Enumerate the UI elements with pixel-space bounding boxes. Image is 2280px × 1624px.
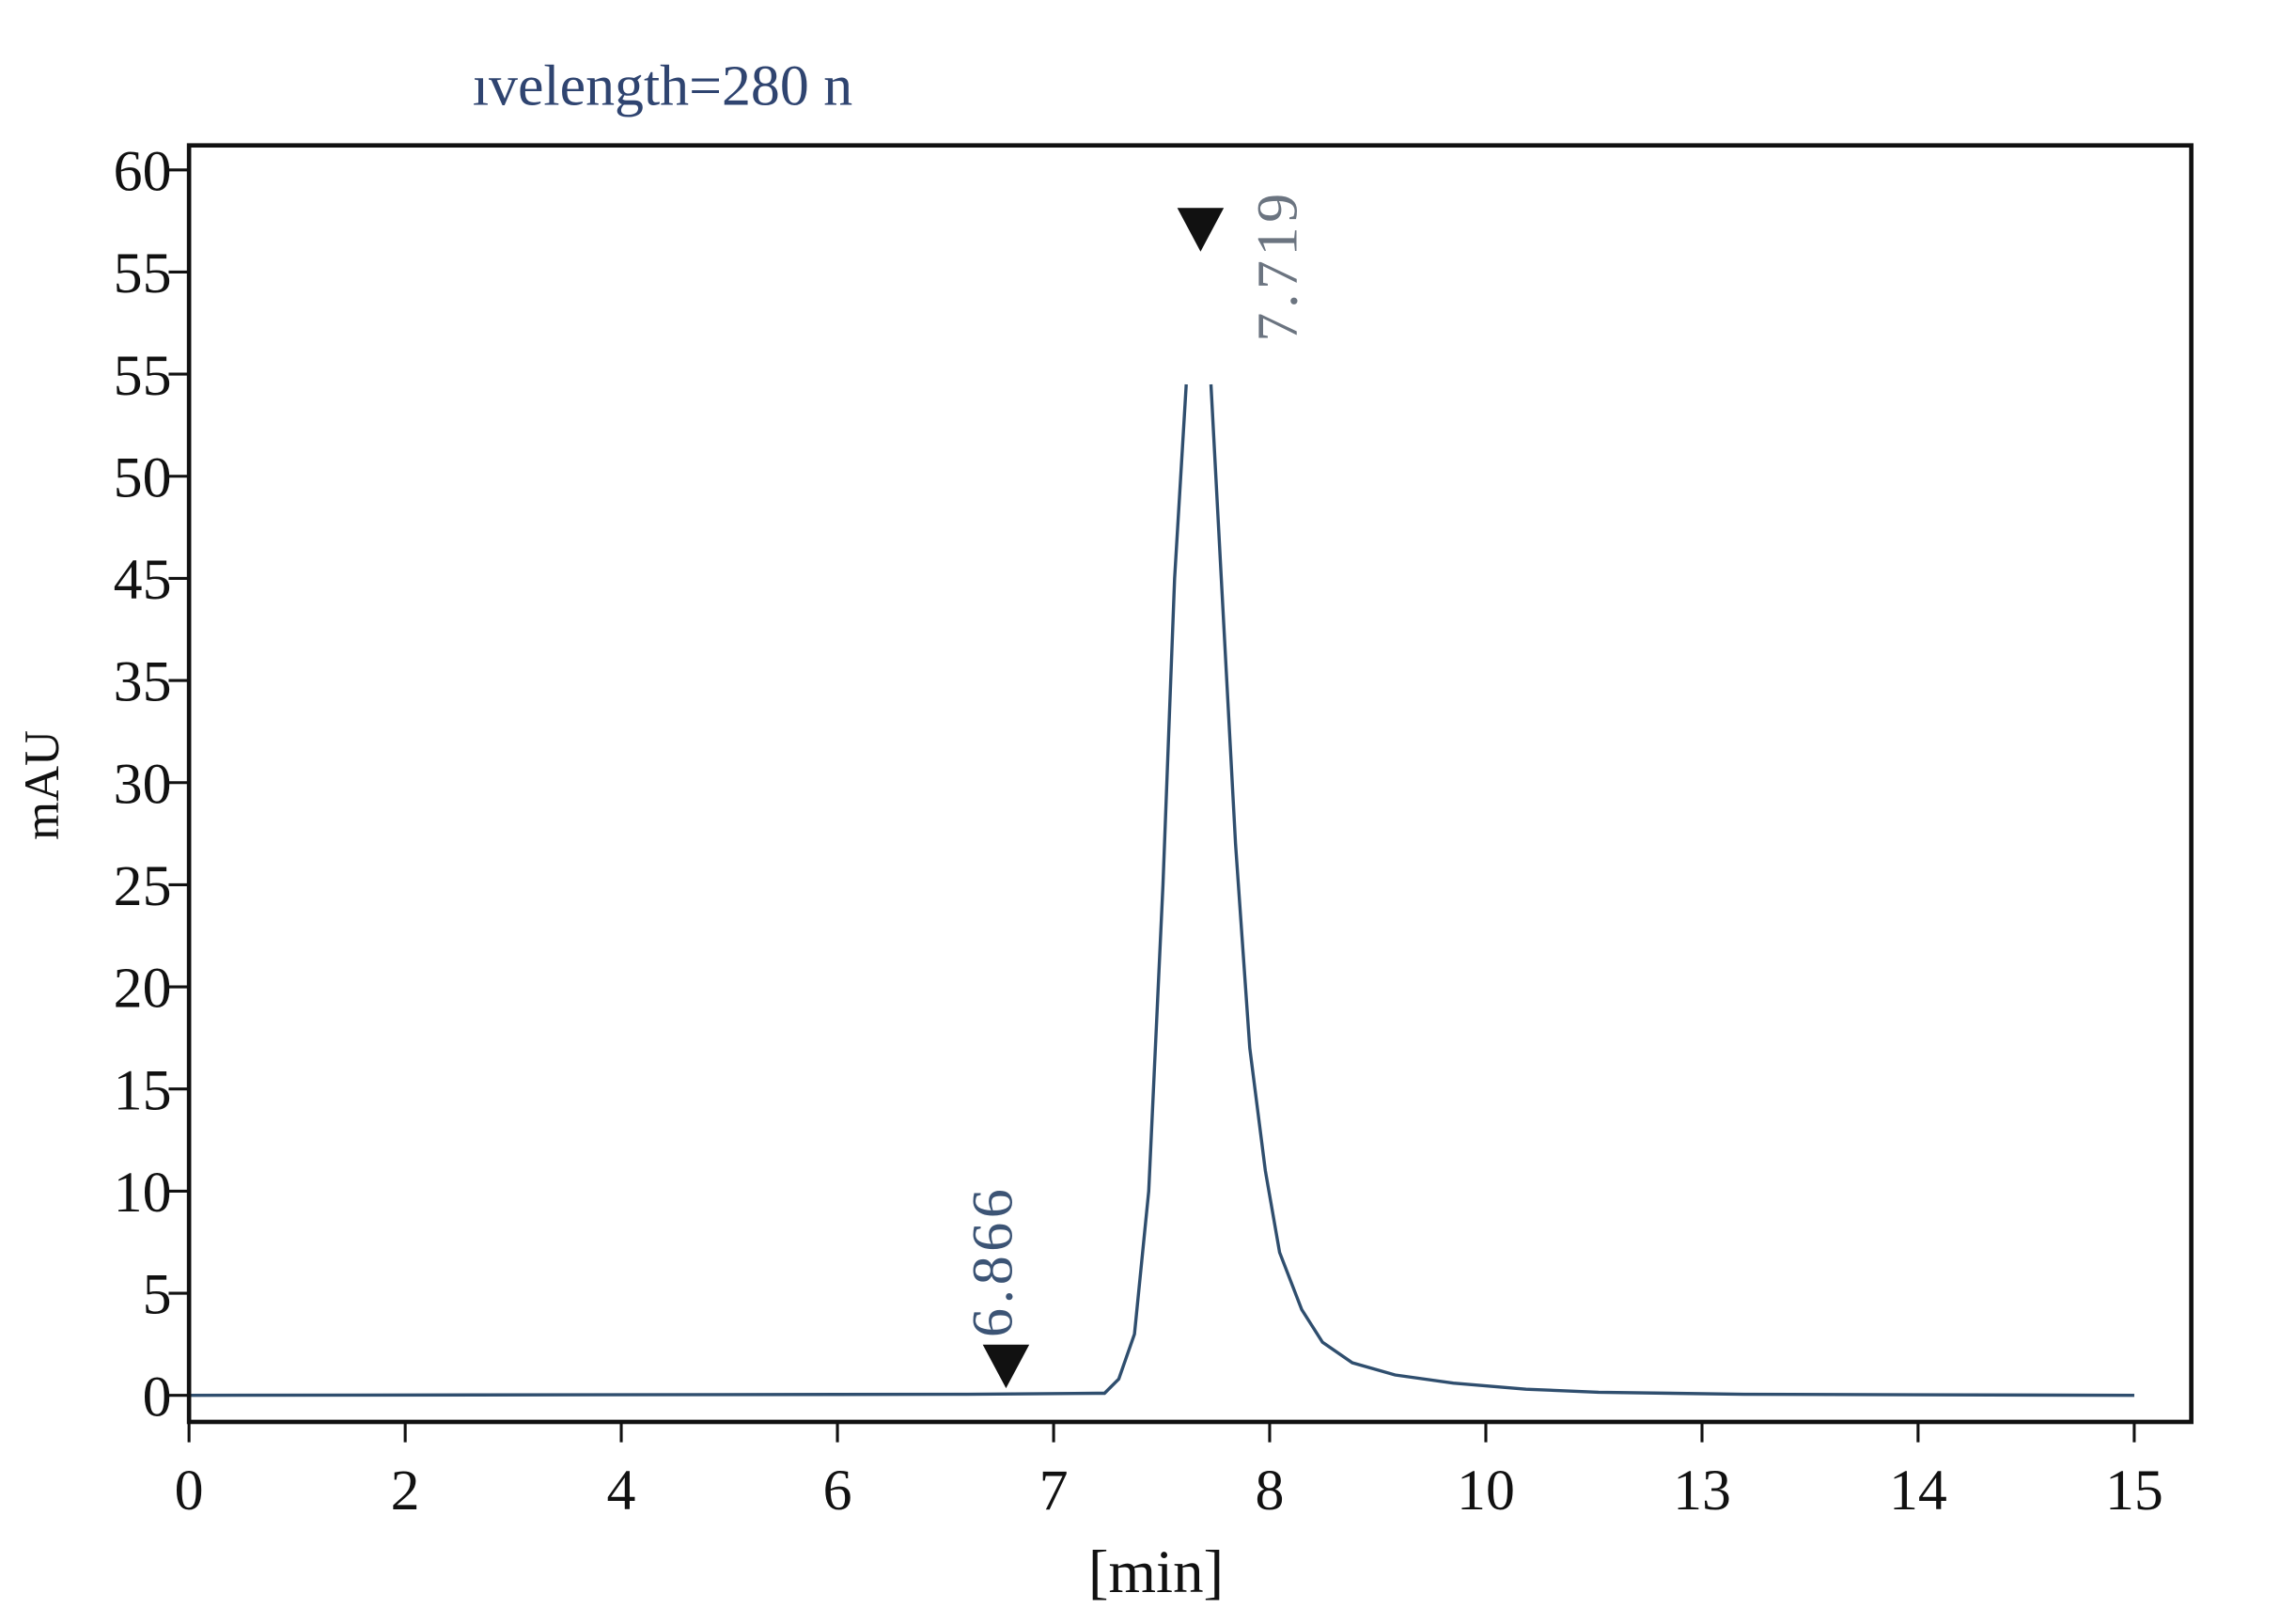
y-tick-label: 55 <box>114 344 172 408</box>
y-tick-label: 20 <box>114 957 172 1021</box>
x-tick-label: 6 <box>823 1459 852 1522</box>
x-tick-label: 7 <box>1039 1459 1069 1522</box>
x-tick-label: 10 <box>1457 1459 1515 1522</box>
x-tick-label: 2 <box>391 1459 420 1522</box>
x-tick-label: 14 <box>1889 1459 1947 1522</box>
peak-label: 7.719 <box>1246 189 1310 341</box>
y-tick-label: 60 <box>114 139 172 203</box>
y-tick-label: 5 <box>143 1263 172 1327</box>
y-tick-label: 50 <box>114 445 172 509</box>
chromatogram-line <box>189 383 2134 1398</box>
y-tick-label: 45 <box>114 548 172 612</box>
x-tick-label: 13 <box>1673 1459 1731 1522</box>
peak-marker <box>1177 208 1225 252</box>
chart-title: ıvelength=280 n <box>473 54 852 117</box>
peak-label: 6.866 <box>961 1185 1025 1337</box>
y-tick-label: 30 <box>114 752 172 816</box>
y-tick-label: 55 <box>114 242 172 305</box>
y-tick-label: 25 <box>114 854 172 918</box>
x-tick-label: 15 <box>2105 1459 2163 1522</box>
x-tick-label: 8 <box>1255 1459 1284 1522</box>
plot-frame <box>186 143 2194 1425</box>
y-axis-label: mAU <box>15 730 70 840</box>
y-tick-label: 0 <box>143 1365 172 1429</box>
y-tick-label: 35 <box>114 650 172 714</box>
x-axis-label: [min] <box>1088 1538 1224 1606</box>
x-tick-label: 0 <box>175 1459 204 1522</box>
peak-marker <box>982 1344 1030 1389</box>
x-tick-label: 4 <box>607 1459 636 1522</box>
y-tick-label: 15 <box>114 1058 172 1122</box>
y-tick-label: 10 <box>114 1161 172 1225</box>
